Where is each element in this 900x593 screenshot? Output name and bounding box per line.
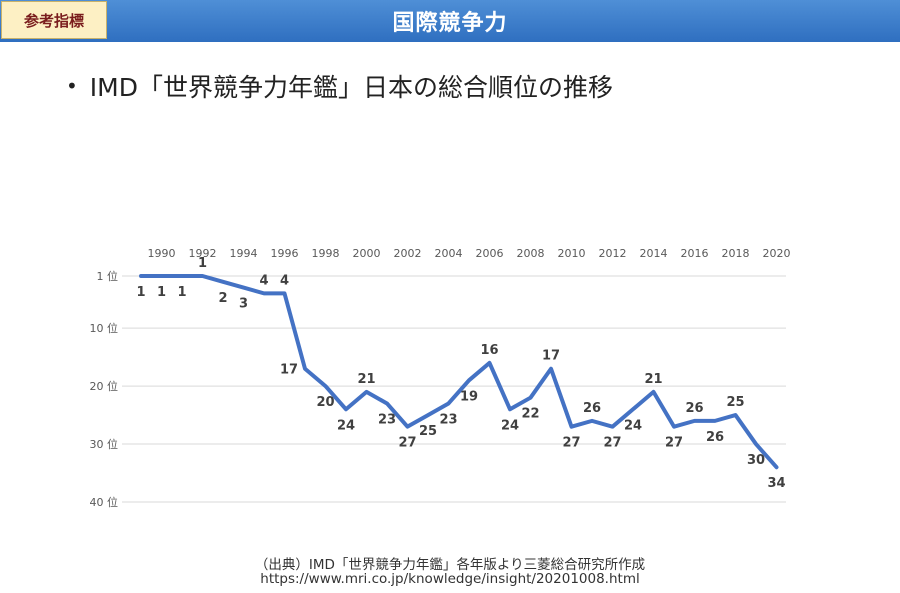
data-label: 22	[521, 407, 539, 422]
data-label: 26	[583, 401, 601, 416]
data-label: 21	[357, 372, 375, 387]
bullet-text: IMD「世界競争力年鑑」日本の総合順位の推移	[89, 73, 613, 102]
x-tick-label: 2012	[599, 247, 627, 260]
x-tick-label: 2004	[435, 247, 463, 260]
data-label: 23	[378, 412, 396, 427]
data-label: 1	[157, 285, 166, 300]
data-label: 34	[767, 476, 785, 491]
data-label: 4	[259, 273, 268, 288]
x-tick-label: 1994	[230, 247, 258, 260]
data-label: 3	[239, 297, 248, 312]
data-label: 25	[419, 424, 437, 439]
data-label: 16	[480, 343, 498, 358]
data-label: 25	[726, 395, 744, 410]
x-tick-label: 1992	[189, 247, 217, 260]
data-label: 20	[316, 395, 334, 410]
x-tick-label: 2018	[722, 247, 750, 260]
x-tick-label: 2020	[763, 247, 791, 260]
bullet-point: • IMD「世界競争力年鑑」日本の総合順位の推移	[66, 68, 613, 104]
bullet-dot-icon: •	[66, 74, 78, 98]
x-tick-label: 1998	[312, 247, 340, 260]
data-label: 17	[280, 363, 298, 378]
data-label: 17	[542, 349, 560, 364]
data-label: 27	[603, 436, 621, 451]
x-tick-label: 2010	[558, 247, 586, 260]
data-label: 27	[398, 436, 416, 451]
x-tick-label: 1996	[271, 247, 299, 260]
source-citation: （出典）IMD「世界競争力年鑑」各年版より三菱総合研究所作成	[254, 557, 646, 573]
x-tick-label: 1990	[148, 247, 176, 260]
category-badge: 参考指標	[1, 1, 107, 39]
data-label: 2	[218, 291, 227, 306]
data-label: 26	[706, 430, 724, 445]
x-tick-label: 2008	[517, 247, 545, 260]
y-tick-label: 40 位	[90, 495, 119, 509]
x-tick-label: 2016	[681, 247, 709, 260]
x-tick-label: 2002	[394, 247, 422, 260]
data-label: 24	[501, 418, 519, 433]
data-label: 27	[562, 436, 580, 451]
y-tick-label: 30 位	[90, 437, 119, 451]
data-label: 23	[439, 412, 457, 427]
data-label: 21	[644, 372, 662, 387]
header-bar	[0, 0, 900, 42]
series-line	[139, 274, 779, 470]
data-label: 26	[685, 401, 703, 416]
data-label: 24	[624, 418, 642, 433]
data-label: 30	[747, 453, 765, 468]
data-label: 27	[665, 436, 683, 451]
source-url: https://www.mri.co.jp/knowledge/insight/…	[260, 571, 640, 587]
data-label: 24	[337, 418, 355, 433]
data-label: 1	[136, 285, 145, 300]
data-label: 1	[177, 285, 186, 300]
y-tick-label: 10 位	[90, 321, 119, 335]
x-tick-label: 2006	[476, 247, 504, 260]
data-label: 4	[280, 273, 289, 288]
y-tick-label: 1 位	[97, 269, 119, 283]
data-label: 1	[198, 256, 207, 271]
page-title: 国際競争力	[392, 11, 508, 36]
y-tick-label: 20 位	[90, 379, 119, 393]
x-tick-label: 2014	[640, 247, 668, 260]
data-label: 19	[460, 389, 478, 404]
x-tick-label: 2000	[353, 247, 381, 260]
